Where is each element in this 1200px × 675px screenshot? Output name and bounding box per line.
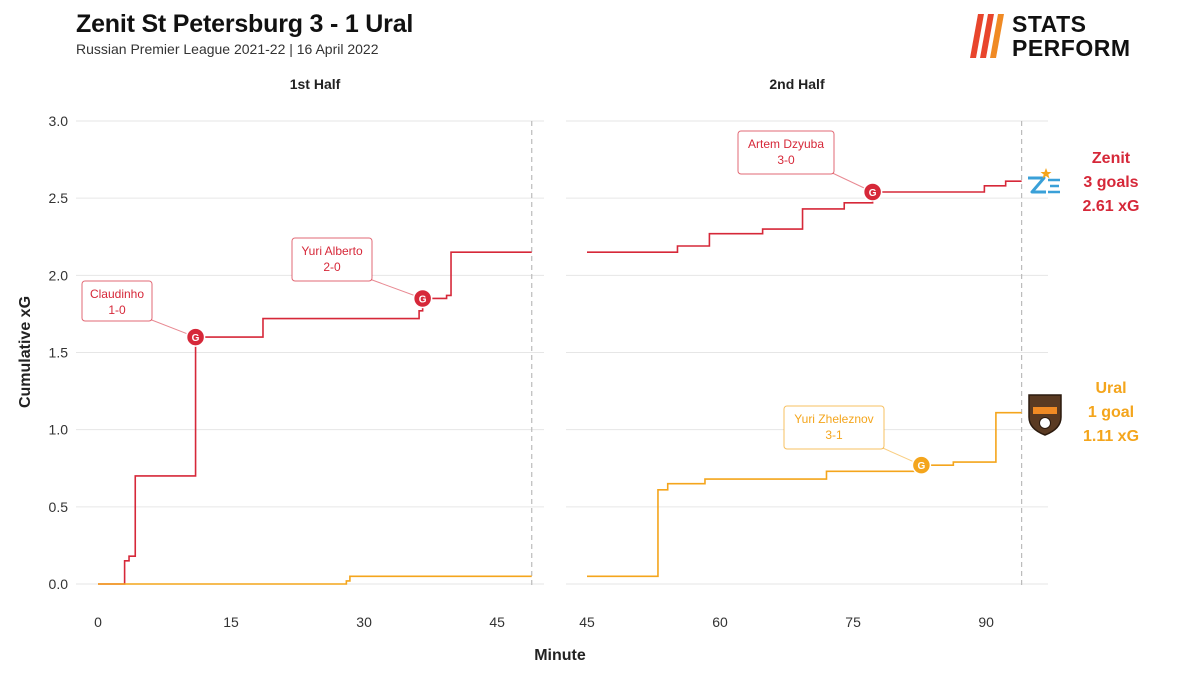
x-tick-label: 60 [712, 614, 728, 630]
y-tick-label: 0.5 [49, 499, 69, 515]
goal-scorer-label: Yuri Zheleznov [794, 412, 873, 426]
x-tick-label: 45 [489, 614, 505, 630]
ural-crest-icon [1028, 394, 1062, 436]
stats-perform-logo-mark-icon [970, 14, 1004, 58]
half-label: 2nd Half [769, 76, 825, 92]
goal-marker-label: G [869, 188, 877, 199]
team-goals-label: 1 goal [1088, 404, 1134, 421]
y-tick-label: 0.0 [49, 576, 69, 592]
callout-connector [363, 276, 423, 299]
goal-scorer-label: Claudinho [90, 287, 144, 301]
team-goals-label: 3 goals [1083, 174, 1138, 191]
goal-score-label: 3-0 [777, 153, 795, 167]
x-tick-label: 0 [94, 614, 102, 630]
goal-score-label: 2-0 [323, 260, 341, 274]
goal-callout-box [783, 405, 885, 450]
stats-perform-logo: STATS PERFORM [966, 10, 1156, 62]
x-tick-label: 45 [579, 614, 595, 630]
grid-layer [76, 120, 1048, 588]
goal-marker [911, 455, 932, 475]
y-axis-title: Cumulative xG [17, 296, 34, 408]
logo-line-1: STATS [1012, 11, 1087, 37]
axis-layer: 0.0 0.5 1.0 1.5 2.0 2.5 3.0 1st Half 0 15 30 45 2nd … [17, 76, 1139, 664]
goal-marker [185, 327, 206, 347]
team-name-label: Ural [1095, 380, 1126, 397]
callout-layer: Claudinho 1-0 Yuri Alberto 2-0 Artem Dzyuba 3… [81, 130, 922, 466]
goal-marker-label: G [419, 294, 427, 305]
goal-marker [412, 288, 433, 309]
half-label: 1st Half [290, 76, 341, 92]
goal-scorer-label: Artem Dzyuba [748, 137, 824, 151]
goal-callout-box [81, 280, 153, 322]
goal-marker-label: G [192, 333, 200, 344]
goal-score-label: 3-1 [825, 428, 843, 442]
zenit-xg-line [587, 180, 1022, 253]
x-axis-title: Minute [534, 647, 586, 664]
goal-marker [862, 182, 883, 202]
y-tick-label: 2.0 [49, 267, 69, 283]
team-xg-label: 1.11 xG [1083, 428, 1139, 445]
y-tick-label: 1.0 [49, 422, 69, 438]
x-tick-label: 75 [845, 614, 861, 630]
ural-xg-line [98, 575, 532, 585]
x-tick-label: 15 [223, 614, 239, 630]
goal-callout-box [737, 130, 835, 175]
zenit-xg-line [98, 251, 532, 585]
logo-line-2: PERFORM [1012, 35, 1131, 61]
chart-title: Zenit St Petersburg 3 - 1 Ural [76, 10, 414, 38]
y-tick-label: 1.5 [49, 345, 69, 361]
goal-score-label: 1-0 [108, 303, 126, 317]
y-tick-label: 2.5 [49, 190, 69, 206]
x-tick-label: 90 [978, 614, 994, 630]
x-tick-label: 30 [356, 614, 372, 630]
zenit-crest-icon [1028, 168, 1060, 194]
y-tick-label: 3.0 [49, 113, 69, 129]
team-xg-label: 2.61 xG [1083, 198, 1140, 215]
goal-marker-label: G [918, 461, 926, 472]
ural-xg-line [587, 411, 1022, 578]
team-name-label: Zenit [1092, 150, 1131, 167]
goal-scorer-label: Yuri Alberto [301, 244, 363, 258]
chart-subtitle: Russian Premier League 2021-22 | 16 Apri… [76, 41, 379, 57]
goal-marker-layer: G G G G [185, 182, 932, 475]
goal-callout-box [291, 237, 373, 282]
series-layer [98, 180, 1022, 585]
